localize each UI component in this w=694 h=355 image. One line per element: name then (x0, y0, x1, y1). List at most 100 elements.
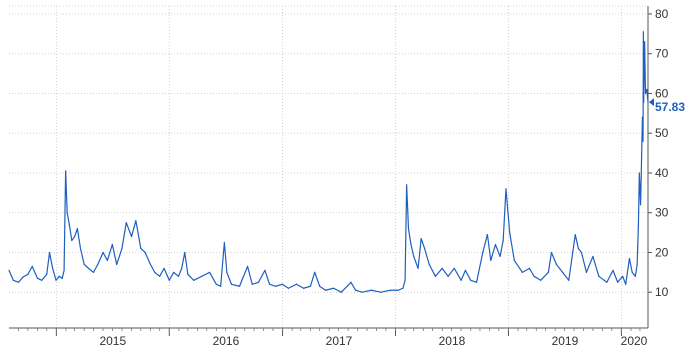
series-point (61, 277, 63, 279)
series-point (223, 241, 225, 244)
series-point (140, 247, 142, 250)
series-point (642, 140, 644, 142)
series-point (116, 263, 118, 265)
series-point (144, 251, 146, 254)
series-point (631, 271, 633, 273)
series-point (397, 289, 399, 291)
series-point (640, 176, 642, 178)
x-tick-labels: 2015 2016 2017 2018 2019 2020 (99, 334, 647, 348)
series-point (246, 265, 249, 267)
series-point (540, 279, 542, 281)
series-point (513, 259, 515, 262)
series-point (63, 269, 65, 271)
series-point (404, 279, 406, 281)
x-tick-label: 2020 (621, 334, 648, 348)
series-point (130, 235, 133, 238)
y-tick-label: 40 (655, 166, 669, 180)
series-point (423, 247, 426, 250)
series-point (441, 267, 443, 269)
series-point (641, 116, 644, 118)
series-point (646, 88, 648, 91)
series-point (499, 255, 501, 258)
series-point (71, 239, 73, 242)
series-point (574, 233, 576, 236)
series-point (314, 271, 316, 273)
y-tick-label: 70 (655, 47, 669, 61)
series-point (533, 275, 535, 277)
series-point (638, 172, 640, 174)
series-point (230, 283, 233, 285)
x-tick-label: 2018 (439, 334, 466, 348)
series-point (625, 283, 627, 285)
series-point (410, 243, 412, 246)
series-point (585, 271, 588, 273)
series-point (208, 271, 211, 273)
series-point (177, 275, 180, 277)
series-point (340, 291, 342, 293)
series-point (36, 277, 39, 279)
series-point (295, 283, 298, 285)
series-point (66, 212, 68, 214)
series-point (324, 289, 327, 291)
x-tick-label: 2015 (99, 334, 126, 348)
series-point (226, 271, 228, 273)
series-point (453, 267, 455, 269)
series-point (12, 279, 14, 281)
series-point (417, 267, 419, 269)
series-point (333, 287, 335, 289)
series-point (220, 285, 222, 287)
series-point (154, 271, 156, 273)
series-point (617, 281, 619, 283)
series-point (52, 267, 54, 269)
y-tick-labels: 10 20 30 40 50 60 70 80 (655, 7, 669, 299)
plot-area (9, 6, 648, 328)
series-point (628, 257, 631, 260)
series-point (251, 283, 253, 285)
series-point (528, 267, 531, 269)
series-point (102, 251, 104, 254)
series-point (502, 239, 504, 242)
series-point (494, 243, 497, 246)
series-point (74, 235, 76, 238)
series-point (622, 275, 624, 277)
series-point (309, 285, 311, 287)
series-point (402, 287, 404, 289)
series-points (8, 31, 649, 293)
series-point (475, 281, 478, 283)
series-point (406, 184, 408, 186)
series-point (505, 188, 507, 190)
series-point (606, 281, 608, 283)
series-point (550, 251, 553, 254)
last-value-label: 57.83 (655, 100, 685, 114)
series-point (76, 228, 78, 230)
series-point (257, 281, 260, 283)
series-point (568, 279, 570, 281)
series-point (555, 263, 558, 265)
series-point (163, 267, 165, 269)
y-tick-label: 60 (655, 86, 669, 100)
series-point (354, 289, 357, 291)
series-point (92, 271, 95, 273)
series-point (580, 251, 583, 254)
series-point (111, 243, 113, 246)
series-point (58, 275, 60, 277)
series-point (413, 255, 415, 258)
series-point (434, 275, 437, 277)
series-point (647, 101, 649, 103)
series-point (636, 263, 638, 265)
series-point (639, 204, 642, 206)
y-tick-label: 50 (655, 126, 669, 140)
series-point (361, 291, 363, 293)
series-point (420, 237, 422, 240)
x-tick-label: 2016 (213, 334, 240, 348)
series-point (159, 275, 161, 277)
series-point (27, 273, 29, 275)
series-point (380, 291, 382, 293)
series-point (577, 247, 579, 250)
series-point (181, 267, 183, 269)
series-point (187, 273, 189, 275)
series-point (31, 265, 33, 267)
last-value-marker: 57.83 (649, 98, 685, 114)
series-point (238, 285, 241, 287)
